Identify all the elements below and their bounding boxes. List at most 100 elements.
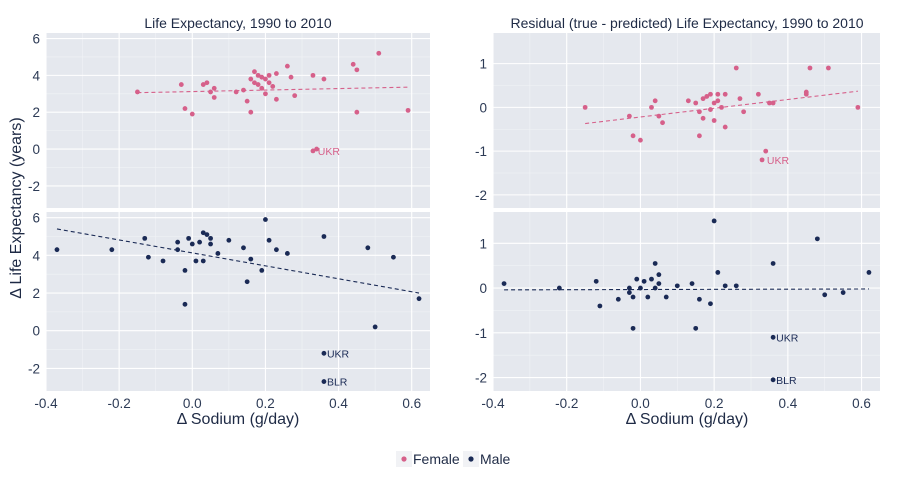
chart1-male-data-point (708, 301, 713, 307)
chart1-male-data-point (674, 283, 680, 289)
chart1-male-y-tick-label: 0 (479, 281, 487, 296)
chart0-female-y-tick-label: 6 (32, 32, 40, 47)
chart1-female-y-tick-label: -2 (475, 188, 487, 203)
chart1-female-data-point (741, 109, 747, 115)
chart0-female-data-point (263, 76, 268, 82)
chart0-female-data-point (135, 89, 140, 95)
chart1-male-annotation-blr: BLR (776, 375, 797, 387)
chart0-male-data-point (182, 268, 188, 273)
legend: Female Male (396, 451, 511, 467)
chart1-male-trend-line (504, 288, 869, 291)
chart0-female-data-point (259, 74, 265, 80)
chart0-male-data-point (226, 237, 232, 243)
chart0-x-tick-label: -0.4 (34, 396, 58, 411)
chart0-female-y-tick-label: 2 (32, 105, 40, 120)
chart0-female-data-point (314, 146, 320, 152)
chart1-male-data-point (770, 334, 776, 340)
chart0-male-annotation-ukr: UKR (327, 348, 350, 360)
chart0-female-y-tick-label: -2 (28, 179, 40, 194)
chart0-male-data-point (284, 251, 290, 256)
chart1-female-data-point (708, 91, 713, 97)
chart1-female-data-point (826, 65, 831, 71)
chart1-female-data-point (807, 65, 813, 71)
chart0-female-data-point (178, 82, 184, 87)
chart0-x-tick-label: 0.0 (183, 396, 202, 411)
chart1-male-data-point (556, 285, 562, 291)
chart0-male-data-point (208, 241, 213, 247)
chart1-x-tick-label: 0.0 (631, 396, 650, 411)
chart1-male-data-point (626, 290, 632, 295)
chart1-female-data-point (638, 137, 643, 143)
chart0-female-annotation-ukr: UKR (318, 146, 341, 158)
chart0-female-data-point (211, 85, 217, 91)
chart1-male-data-point (715, 270, 721, 275)
chart1-female-data-point (722, 124, 728, 130)
chart1-female-data-point (722, 91, 728, 97)
chart1-x-tick-label: -0.4 (481, 396, 505, 411)
chart0-male-data-point (189, 241, 195, 247)
chart0-female-data-point (310, 72, 316, 78)
chart1-female-y-tick-label: 1 (479, 57, 487, 72)
chart1-male-data-point (615, 296, 621, 302)
chart1-female-data-point (626, 113, 632, 119)
chart0-male-data-point (372, 324, 378, 330)
chart1-female-data-point (660, 120, 665, 126)
chart1-female-data-point (685, 98, 691, 104)
chart1-female-data-point (803, 89, 809, 95)
chart1-male-panel: 1 0 -1 -2 UKR BLR -0.4 -0.2 0.0 0.2 0.4 0.6 (475, 212, 880, 411)
chart0-female-data-point (350, 61, 356, 67)
chart0-male-y-tick-label: 4 (32, 248, 40, 263)
chart0-female-data-point (241, 87, 246, 93)
chart0-female-data-point (189, 111, 195, 117)
chart1-male-data-point (634, 276, 640, 282)
chart0-female-data-point (405, 107, 411, 113)
chart0-female-y-tick-label: 4 (32, 68, 40, 83)
chart0-male-data-point (416, 296, 422, 302)
chart1-female-data-point (649, 104, 654, 110)
chart1-female-panel: 1 0 -1 -2 UKR (475, 33, 880, 208)
chart0-male-data-point (215, 251, 221, 256)
chart1-male-data-point (630, 325, 636, 331)
chart1-male-data-point (652, 285, 658, 291)
chart1-male-data-point (663, 294, 669, 300)
chart1-male-data-point (711, 218, 717, 224)
chart0-female-data-point (200, 82, 206, 87)
chart1-x-tick-label: 0.2 (705, 396, 724, 411)
chart0-female-data-point (292, 93, 298, 99)
chart1-male-data-point (693, 325, 699, 331)
chart0-male-data-point (321, 234, 327, 239)
chart1-male-data-point (630, 294, 636, 300)
chart0-male-trend-line (56, 228, 420, 294)
chart1-male-data-point (689, 281, 695, 286)
chart1-x-tick-label: 0.4 (778, 396, 797, 411)
chart0-female-data-point (244, 98, 250, 104)
chart0-female-data-point (182, 106, 188, 111)
chart0-male-y-tick-label: 6 (32, 211, 40, 226)
chart0-male-y-tick-label: -2 (28, 361, 40, 376)
chart1-male-data-point (770, 261, 776, 266)
chart1-female-data-point (733, 65, 739, 71)
chart0-female-data-point (288, 74, 294, 80)
chart0-female-data-point (255, 72, 261, 78)
chart1-female-data-point (656, 113, 662, 119)
chart0-male-panel-background (46, 212, 430, 391)
chart1-male-data-point (501, 281, 507, 286)
chart0-male-data-point (54, 247, 60, 253)
chart1-male-panel-background (493, 212, 880, 391)
chart1-female-data-point (719, 104, 724, 110)
chart1-female-data-point (700, 115, 706, 121)
chart0-x-tick-label: 0.4 (329, 396, 348, 411)
chart0-male-data-point (175, 247, 181, 253)
chart1-male-y-tick-label: -1 (475, 326, 487, 341)
chart0-male-data-point (248, 256, 254, 262)
chart0-female-data-point (284, 63, 290, 69)
chart0-female-data-point (252, 69, 257, 75)
chart0-male-data-point (263, 217, 268, 222)
chart0-male-data-point (321, 350, 327, 356)
chart0-female-data-point (274, 71, 279, 76)
legend-male-label: Male (480, 451, 511, 467)
chart1-female-data-point (711, 118, 717, 123)
right-chart-title: Residual (true - predicted) Life Expecta… (510, 15, 863, 31)
chart1-male-data-point (822, 292, 828, 298)
legend-female-label: Female (413, 451, 460, 467)
